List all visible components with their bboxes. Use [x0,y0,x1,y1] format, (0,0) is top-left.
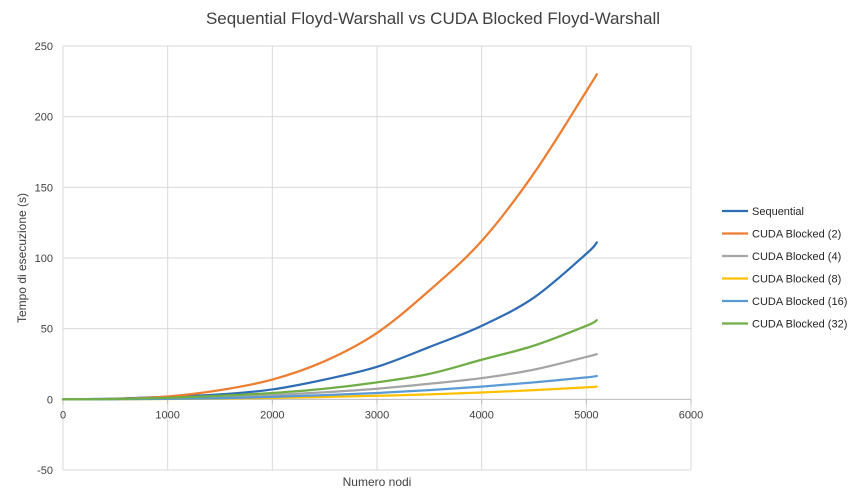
y-tick-labels: -50 0 50 100 150 200 250 [35,41,53,477]
series-line-2 [61,73,598,401]
x-tick-label: 4000 [469,409,493,421]
y-tick-label: 0 [47,394,53,406]
series-line-1 [61,241,598,401]
x-tick-label: 3000 [365,409,389,421]
legend-label: Sequential [752,206,804,218]
y-tick-label: 100 [35,253,53,265]
y-tick-label: 50 [41,324,53,336]
x-axis-label: Numero nodi [343,475,412,489]
legend: Sequential CUDA Blocked (2) CUDA Blocked (… [722,206,847,331]
x-tick-label: 2000 [260,409,284,421]
series-lines [61,73,598,401]
series-line-3 [61,352,598,401]
legend-item: CUDA Blocked (8) [722,274,841,286]
legend-label: CUDA Blocked (8) [752,274,841,286]
legend-item: CUDA Blocked (16) [722,296,847,308]
y-tick-label: 250 [35,41,53,53]
grid-lines [62,45,692,471]
y-tick-label: -50 [37,465,53,477]
legend-item: CUDA Blocked (32) [722,319,847,331]
legend-label: CUDA Blocked (2) [752,229,841,241]
legend-item: CUDA Blocked (2) [722,229,841,241]
y-axis-label: Tempo di esecuzione (s) [15,193,29,323]
y-tick-label: 150 [35,182,53,194]
x-tick-label: 5000 [574,409,598,421]
chart-title: Sequential Floyd-Warshall vs CUDA Blocke… [206,9,660,28]
x-tick-label: 6000 [679,409,703,421]
x-tick-label: 0 [60,409,66,421]
legend-item: CUDA Blocked (4) [722,251,841,263]
series-line-6 [61,319,598,401]
legend-label: CUDA Blocked (32) [752,319,847,331]
legend-label: CUDA Blocked (4) [752,251,841,263]
x-tick-label: 1000 [155,409,179,421]
x-tick-labels: 0 1000 2000 3000 4000 5000 6000 [60,409,703,421]
legend-item: Sequential [722,206,804,218]
y-tick-label: 200 [35,112,53,124]
legend-label: CUDA Blocked (16) [752,296,847,308]
